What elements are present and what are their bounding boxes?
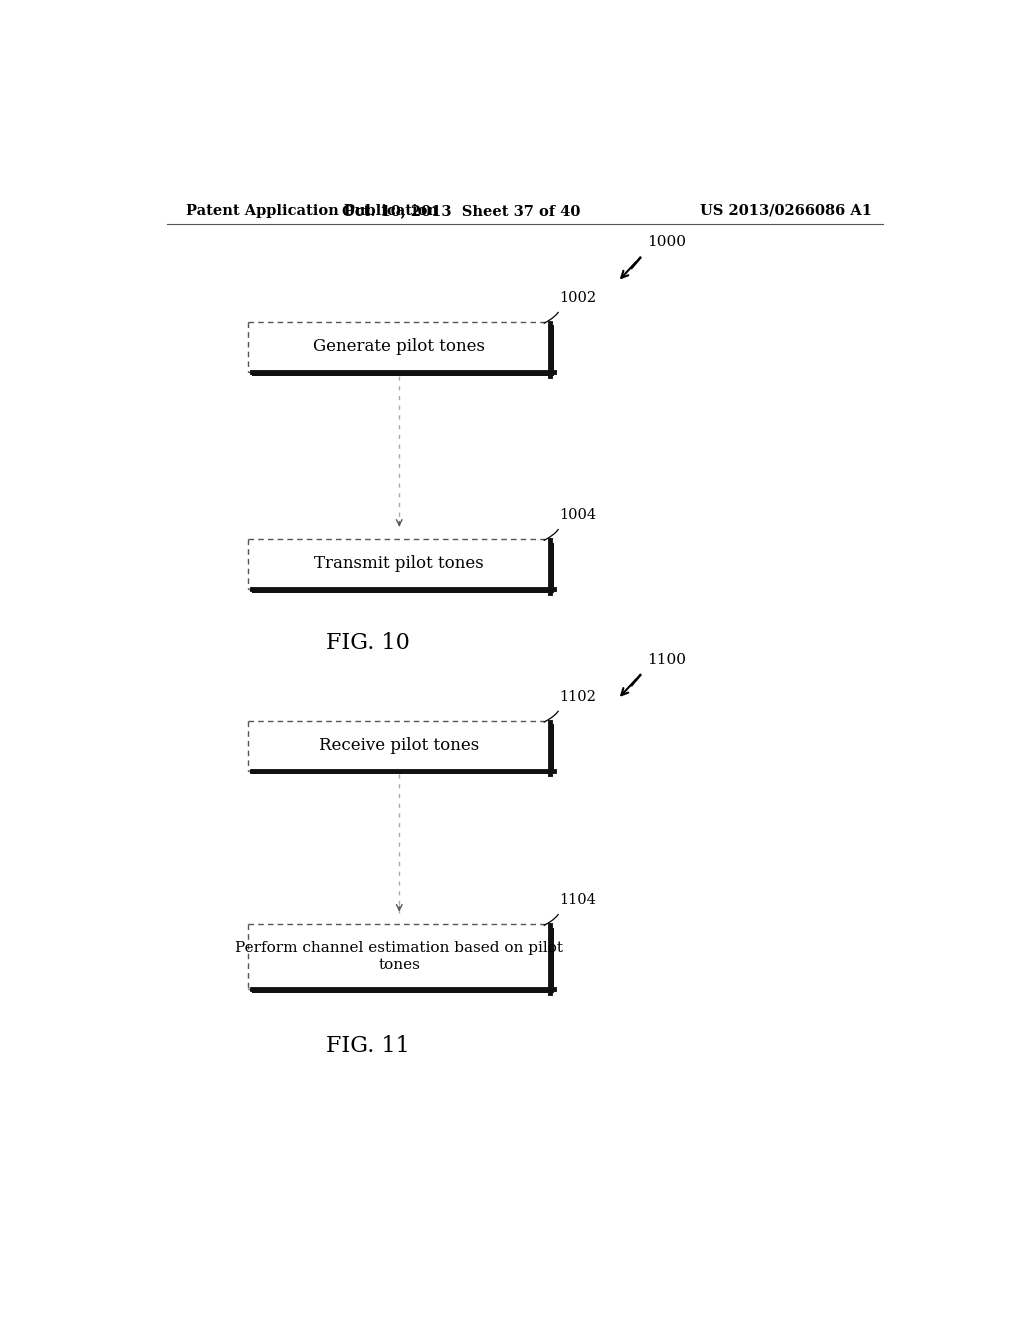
Bar [248,539,550,589]
Text: FIG. 11: FIG. 11 [327,1035,411,1056]
Bar [252,543,554,593]
Text: 1004: 1004 [560,508,597,521]
Text: 1100: 1100 [647,652,686,667]
Text: 1002: 1002 [560,290,597,305]
Text: 1104: 1104 [560,892,597,907]
Bar [248,721,550,771]
Bar [248,322,550,372]
Text: Patent Application Publication: Patent Application Publication [186,203,438,218]
Bar [252,928,554,993]
Text: Perform channel estimation based on pilot
tones: Perform channel estimation based on pilo… [236,941,563,972]
Text: Transmit pilot tones: Transmit pilot tones [314,556,484,573]
Text: FIG. 10: FIG. 10 [327,632,411,653]
Text: 1102: 1102 [560,689,597,704]
Text: Receive pilot tones: Receive pilot tones [319,737,479,754]
Text: 1000: 1000 [647,235,686,249]
Bar [252,326,554,375]
Text: Oct. 10, 2013  Sheet 37 of 40: Oct. 10, 2013 Sheet 37 of 40 [342,203,581,218]
Bar [248,924,550,989]
Text: Generate pilot tones: Generate pilot tones [313,338,485,355]
Bar [252,725,554,775]
Text: US 2013/0266086 A1: US 2013/0266086 A1 [700,203,872,218]
